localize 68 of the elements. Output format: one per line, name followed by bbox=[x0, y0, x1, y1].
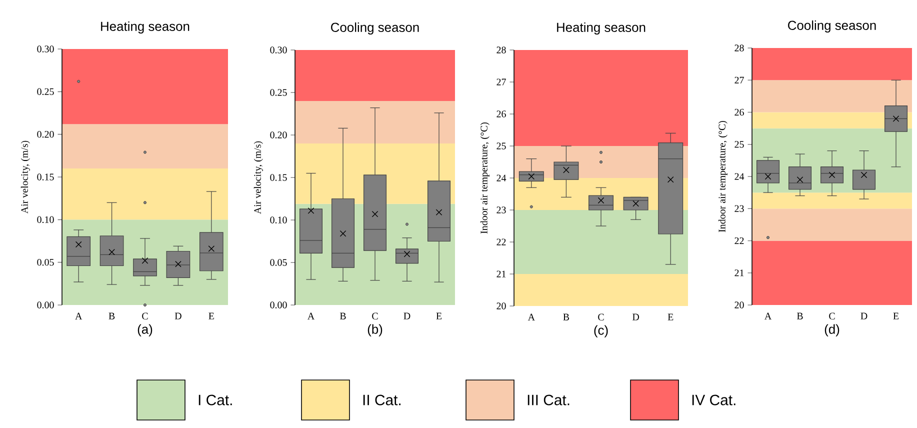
y-tick-label: 0.00 bbox=[37, 302, 54, 308]
y-tick-label: 0.20 bbox=[270, 132, 287, 138]
x-tick-label: D bbox=[404, 312, 410, 320]
y-tick-label: 0.10 bbox=[37, 216, 54, 224]
chart-title: Heating season bbox=[557, 22, 646, 35]
x-tick-label: B bbox=[108, 312, 115, 320]
y-tick-label: 20 bbox=[496, 302, 506, 310]
y-tick-label: 0.05 bbox=[270, 259, 287, 266]
y-tick-label: 28 bbox=[734, 44, 744, 52]
chart-title: Heating season bbox=[101, 21, 190, 34]
y-tick-label: 26 bbox=[734, 108, 744, 116]
x-tick-label: D bbox=[174, 312, 182, 320]
category-label: II Cat. bbox=[363, 394, 401, 406]
y-tick-label: 23 bbox=[734, 205, 744, 212]
x-axis-title: (b) bbox=[368, 324, 382, 336]
y-tick-label: 21 bbox=[734, 270, 744, 276]
y-tick-label: 28 bbox=[496, 46, 506, 54]
y-axis-title: Air velocity, (m/s) bbox=[20, 140, 30, 214]
x-axis-title: (d) bbox=[824, 324, 840, 336]
chart-title: Cooling season bbox=[331, 22, 419, 35]
y-axis-title: Air velocity, (m/s) bbox=[254, 141, 263, 214]
y-tick-label: 0.30 bbox=[37, 46, 54, 52]
y-tick-label: 23 bbox=[496, 206, 506, 214]
y-axis-title: Indoor air temperature, (°C) bbox=[718, 120, 728, 232]
y-tick-label: 22 bbox=[734, 237, 744, 244]
y-tick-label: 0.20 bbox=[37, 130, 54, 138]
y-tick-label: 0.25 bbox=[37, 88, 54, 96]
y-tick-label: 0.10 bbox=[270, 216, 287, 224]
x-tick-label: A bbox=[528, 314, 535, 320]
y-tick-label: 0.25 bbox=[270, 89, 287, 96]
category-label: I Cat. bbox=[198, 394, 232, 406]
x-tick-label: A bbox=[308, 312, 315, 320]
category-label: IV Cat. bbox=[692, 394, 736, 406]
x-tick-label: E bbox=[208, 312, 214, 320]
y-tick-label: 27 bbox=[496, 78, 506, 86]
y-tick-label: 0.15 bbox=[37, 174, 54, 180]
y-tick-label: 25 bbox=[496, 142, 506, 150]
y-tick-label: 20 bbox=[734, 302, 744, 308]
y-tick-label: 24 bbox=[734, 173, 744, 180]
x-tick-label: B bbox=[340, 312, 346, 320]
x-tick-label: D bbox=[632, 314, 640, 320]
y-tick-label: 21 bbox=[496, 270, 506, 278]
y-axis-title: Indoor air temperature, (°C) bbox=[480, 122, 490, 234]
x-tick-label: C bbox=[372, 312, 378, 320]
x-tick-label: E bbox=[893, 312, 899, 320]
y-tick-label: 0.05 bbox=[37, 258, 54, 266]
x-tick-label: B bbox=[563, 314, 570, 320]
y-tick-label: 26 bbox=[496, 110, 506, 118]
x-tick-label: B bbox=[796, 312, 803, 320]
y-tick-label: 0.30 bbox=[270, 46, 287, 54]
y-tick-label: 25 bbox=[734, 141, 744, 148]
chart-title: Cooling season bbox=[788, 20, 876, 33]
x-tick-label: E bbox=[668, 314, 674, 320]
x-tick-label: C bbox=[142, 312, 148, 320]
y-tick-label: 24 bbox=[496, 174, 506, 182]
x-tick-label: A bbox=[764, 312, 772, 320]
y-tick-label: 0.15 bbox=[270, 174, 287, 181]
y-tick-label: 0.00 bbox=[270, 302, 287, 308]
x-tick-label: D bbox=[860, 312, 868, 320]
x-tick-label: C bbox=[829, 312, 835, 320]
x-axis-title: (a) bbox=[138, 324, 152, 336]
category-label: III Cat. bbox=[528, 394, 570, 406]
y-tick-label: 27 bbox=[734, 76, 744, 84]
x-tick-label: C bbox=[598, 314, 604, 320]
y-tick-label: 22 bbox=[496, 238, 506, 246]
x-axis-title: (c) bbox=[594, 325, 608, 338]
x-tick-label: E bbox=[436, 312, 442, 320]
x-tick-label: A bbox=[75, 312, 82, 320]
